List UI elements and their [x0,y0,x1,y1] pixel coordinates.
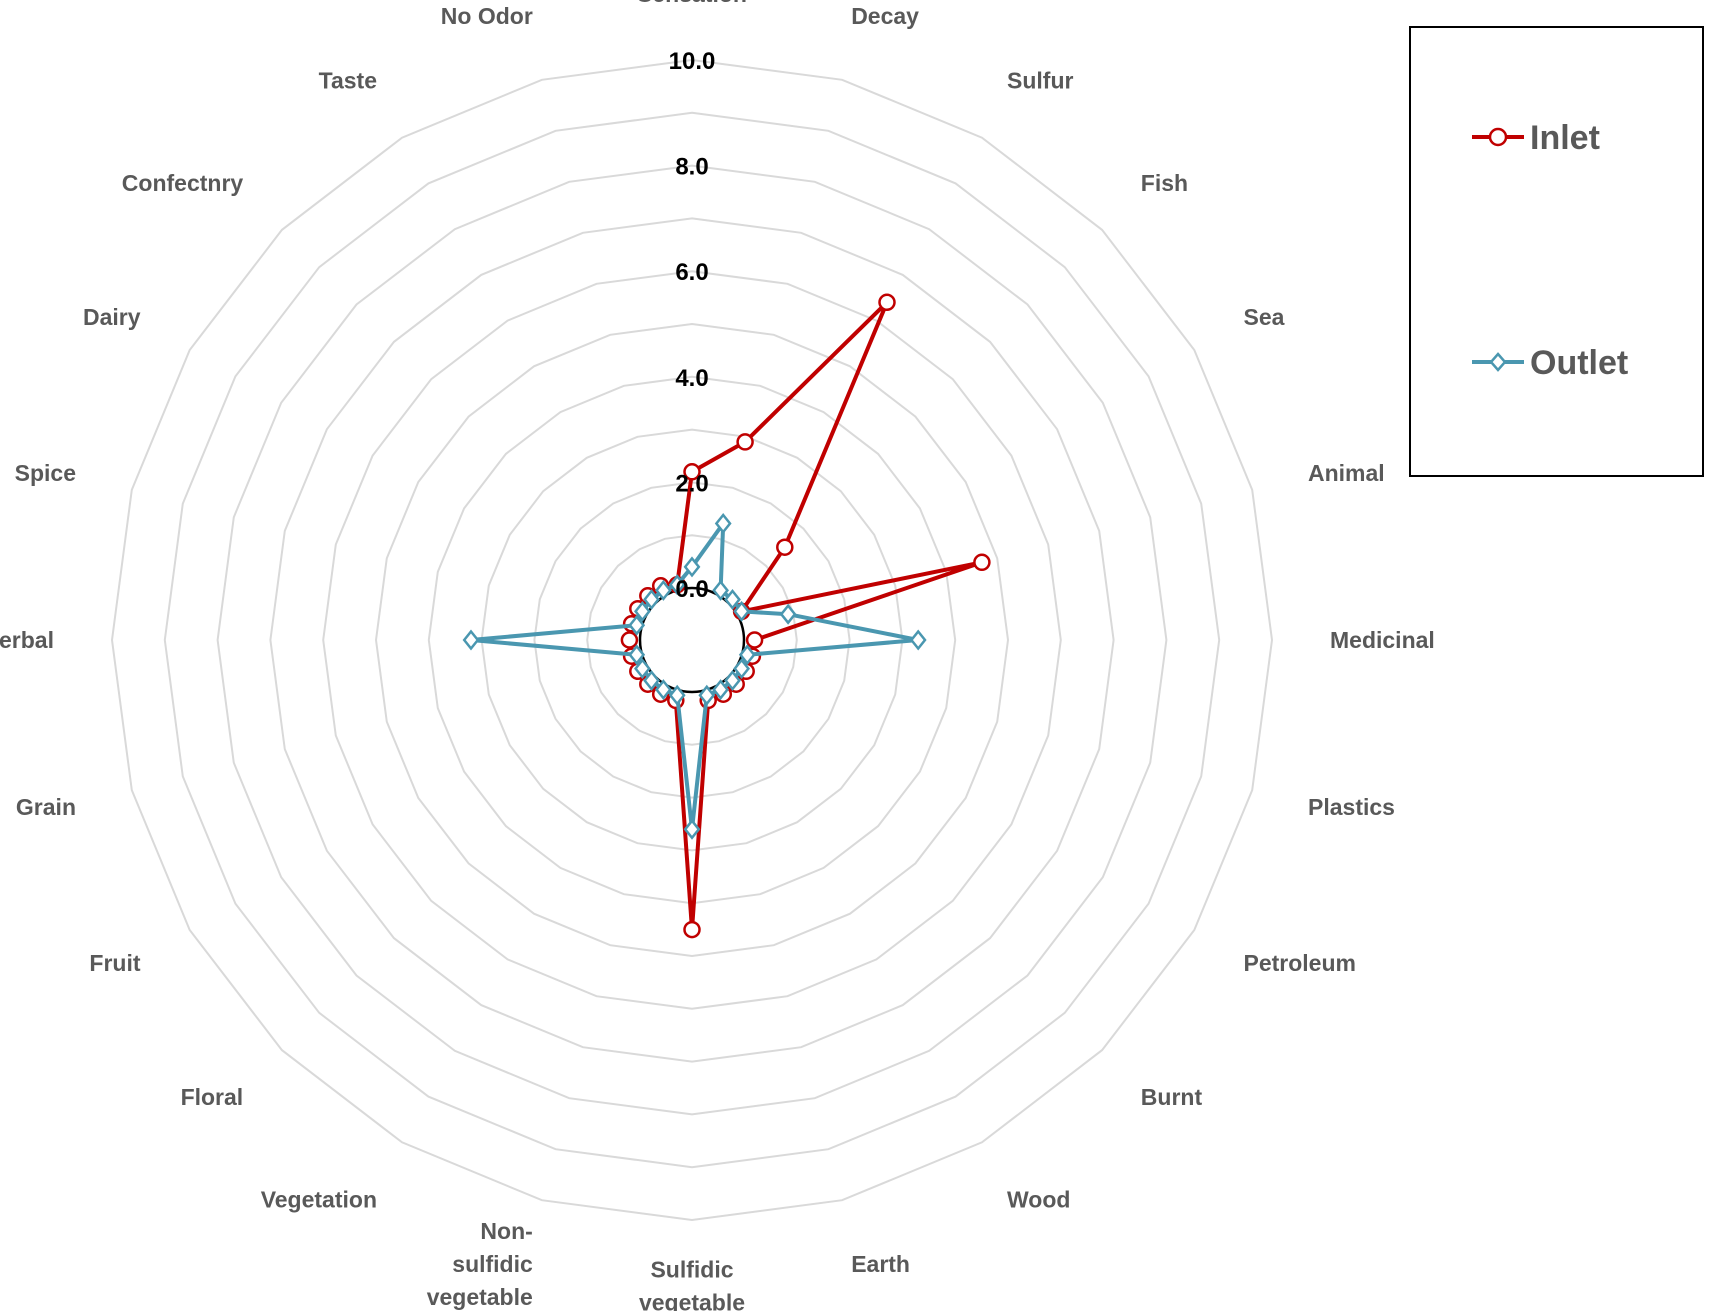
legend-marker-inlet [1488,127,1508,147]
axis-label-herbal: Herbal [0,627,54,653]
point-outlet-no-odor [668,574,686,596]
axis-label-dairy: Dairy [83,304,141,330]
axis-labels: Sensation Decay Sulfur Fish Sea Animal Medicin… [0,0,1435,1311]
axis-label-vegetation: Vegetation [261,1187,377,1213]
tick-labels: 0.0 2.0 4.0 6.0 8.0 10.0 [669,48,716,603]
grid-ring [480,428,904,852]
grid-ring [322,270,1062,1010]
axis-label-medicinal: Medicinal [1330,627,1435,653]
point-outlet-plastics [738,644,756,666]
legend: Inlet Outlet [1409,26,1704,477]
point-outlet-taste [654,579,672,601]
point-inlet-animal [973,553,991,572]
axis-label-fish: Fish [1141,170,1188,196]
point-outlet-burnt [724,669,741,692]
legend-label-inlet: Inlet [1530,119,1600,157]
point-outlet-sulfidic-vegetable [683,818,701,840]
point-outlet-fruit [633,658,651,680]
point-outlet-petroleum [733,658,751,680]
point-outlet-sensation [683,556,701,578]
point-inlet-sulfur [878,293,896,312]
axis-label-no-odor: No Odor [441,3,533,29]
grid-ring [269,217,1115,1063]
axis-label-non-sulfidic-vegetable: Non-sulfidic vegetable [427,1218,533,1310]
axis-label-sensation: Sensation [637,0,747,7]
grid-ring [533,481,851,799]
point-outlet-confectnry [643,588,660,611]
axis-label-decay: Decay [851,3,919,29]
point-outlet-sulfur [712,579,730,601]
axis-label-sulfur: Sulfur [1007,68,1073,94]
point-outlet-spice [628,614,646,636]
axis-label-animal: Animal [1308,460,1385,486]
axis-label-confectnry: Confectnry [122,170,244,196]
axis-label-taste: Taste [319,68,377,94]
point-inlet-decay [736,433,754,451]
legend-marker-outlet [1489,352,1507,372]
point-outlet-medicinal [909,629,927,651]
axis-label-spice: Spice [15,460,76,486]
series-layer [462,293,991,939]
grid-ring [110,58,1274,1222]
axis-label-sulfidic-vegetable: Sulfidic vegetable [639,1257,745,1311]
tick-label-10-0: 10.0 [669,48,716,75]
point-outlet-decay [714,512,732,535]
legend-label-outlet: Outlet [1530,344,1628,382]
grid-ring [374,322,1010,958]
point-outlet-animal [779,603,797,625]
tick-label-4-0: 4.0 [675,365,708,392]
point-outlet-floral [643,669,660,692]
grid-ring [216,164,1168,1116]
point-inlet-sensation [683,463,701,481]
point-outlet-non-sulfidic-vegetable [668,684,686,706]
tick-label-2-0: 2.0 [675,470,708,497]
point-outlet-vegetation [654,679,672,701]
point-inlet-herbal [620,631,639,649]
point-outlet-fish [724,588,741,611]
legend-box [1409,26,1704,477]
tick-label-6-0: 6.0 [675,259,708,286]
grid-layer [110,58,1274,1222]
axis-label-petroleum: Petroleum [1244,950,1356,976]
legend-item-outlet: Outlet [1472,344,1628,382]
point-inlet-fish [776,538,794,556]
axis-label-burnt: Burnt [1141,1084,1203,1110]
grid-ring [586,534,798,746]
legend-item-inlet: Inlet [1472,119,1600,157]
point-inlet-medicinal [745,631,764,649]
axis-label-plastics: Plastics [1308,794,1395,820]
axis-label-earth: Earth [851,1251,910,1277]
point-inlet-sulfidic-vegetable [683,920,701,939]
axis-label-sea: Sea [1244,304,1285,330]
point-outlet-dairy [633,600,651,622]
point-outlet-herbal [462,629,480,651]
zero-axis-ring [638,586,746,694]
point-outlet-sea [733,600,751,622]
grid-ring [163,111,1221,1169]
axis-label-floral: Floral [181,1084,244,1110]
axis-label-fruit: Fruit [89,950,140,976]
axis-label-grain: Grain [16,794,76,820]
series-outlet [462,512,927,840]
tick-label-0-0: 0.0 [675,576,708,603]
axis-label-wood: Wood [1007,1187,1070,1213]
point-outlet-grain [628,644,646,666]
tick-label-8-0: 8.0 [675,154,708,181]
point-outlet-earth [698,684,716,706]
point-outlet-wood [712,679,730,701]
